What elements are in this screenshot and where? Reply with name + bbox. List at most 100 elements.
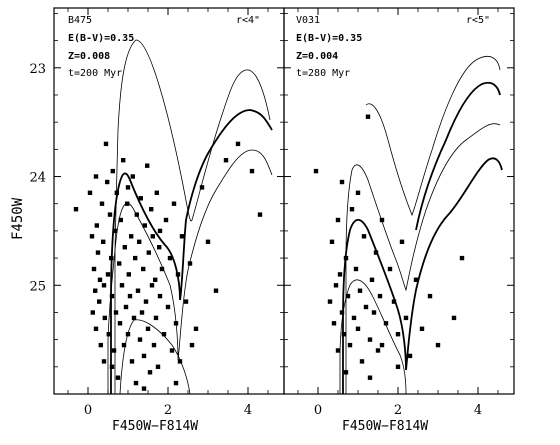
left-data-point [249, 168, 255, 174]
right-data-point [369, 277, 375, 282]
left-isochrone-lower [107, 149, 273, 394]
left-data-point [109, 364, 115, 369]
left-data-point [109, 255, 114, 261]
right-data-point [451, 315, 457, 321]
left-data-point [129, 234, 134, 239]
right-data-point [459, 255, 465, 261]
left-data-point [139, 310, 145, 315]
left-data-point [125, 185, 131, 190]
left-data-point [93, 326, 99, 331]
left-data-point [165, 304, 171, 310]
left-data-point [141, 386, 147, 391]
right-x-axis-label: F450W−F814W [342, 419, 428, 434]
right-data-point [373, 250, 379, 255]
right-isochrone-lower [339, 279, 407, 395]
left-data-point [257, 212, 263, 217]
right-panel-frame [283, 7, 515, 395]
left-data-point [159, 266, 165, 272]
left-data-point [113, 310, 119, 315]
right-data-point [387, 266, 393, 272]
right-isochrone-middle [342, 157, 503, 394]
right-data-point [361, 234, 367, 239]
right-data-point [363, 304, 369, 310]
left-data-point [145, 163, 150, 168]
left-data-point [102, 315, 107, 321]
left-data-point [125, 201, 130, 206]
left-data-point [179, 234, 185, 239]
right-data-point [365, 114, 371, 119]
left-data-point [223, 158, 229, 163]
left-data-point [183, 299, 189, 304]
right-data-point [331, 321, 337, 326]
right-data-point [343, 370, 349, 375]
right-data-point [435, 342, 441, 348]
left-data-point [153, 315, 159, 321]
left-data-point [145, 326, 151, 331]
left-x-tick-label: 0 [84, 403, 92, 418]
left-data-point [99, 201, 105, 206]
left-data-point [87, 190, 93, 195]
left-data-point [137, 337, 143, 342]
right-x-tick-label: 2 [394, 403, 402, 418]
left-data-point [121, 342, 127, 348]
left-data-point [101, 283, 107, 288]
left-data-point [161, 332, 167, 337]
right-data-point [377, 293, 383, 299]
right-data-point [335, 217, 341, 223]
right-data-point [351, 315, 357, 321]
left-data-point [149, 207, 154, 212]
left-data-point [157, 228, 163, 234]
right-data-point [367, 375, 373, 380]
left-data-point [110, 168, 115, 174]
left-data-point [235, 141, 241, 147]
right-data-point [335, 348, 341, 353]
right-isochrone-rgb-upper [365, 56, 501, 217]
right-isochrone-rgb-middle [415, 81, 501, 231]
left-data-point [103, 141, 109, 147]
right-cluster-id: V031 [296, 15, 320, 26]
right-data-point [343, 255, 349, 261]
left-data-point [157, 245, 162, 250]
left-data-point [105, 179, 110, 185]
right-data-point [371, 310, 377, 315]
left-data-point [157, 293, 163, 299]
left-data-point [117, 321, 123, 326]
left-data-point [175, 272, 181, 277]
left-data-point [122, 245, 127, 250]
left-data-point [89, 234, 95, 239]
left-data-point [189, 342, 195, 348]
left-data-point [125, 332, 131, 337]
right-data-point [419, 326, 425, 331]
right-data-point [313, 168, 319, 174]
y-tick-label: 23 [29, 62, 46, 77]
left-data-point [117, 261, 122, 266]
right-data-point [383, 321, 389, 326]
left-data-point [90, 310, 95, 315]
right-data-point [407, 353, 413, 359]
y-tick-label: 25 [29, 279, 46, 294]
right-data-point [379, 342, 385, 348]
left-data-point [98, 342, 103, 348]
left-data-point [205, 239, 211, 244]
left-data-point [143, 299, 149, 304]
right-data-point [333, 283, 339, 288]
right-isochrones [339, 56, 503, 395]
left-data-point [91, 266, 97, 272]
left-data-point [173, 380, 179, 386]
right-data-point [355, 326, 361, 331]
right-data-point [367, 337, 373, 342]
right-data-point [329, 239, 335, 244]
left-data-point [146, 250, 151, 255]
right-data-point [375, 348, 381, 353]
left-data-point [213, 288, 219, 293]
left-data-point [105, 272, 111, 277]
left-data-point [115, 375, 121, 380]
left-data-point [127, 293, 133, 299]
left-data-point [147, 370, 153, 375]
left-data-point [94, 223, 99, 228]
left-data-point [141, 266, 146, 272]
right-data-point [391, 299, 397, 304]
left-data-point [126, 272, 131, 277]
